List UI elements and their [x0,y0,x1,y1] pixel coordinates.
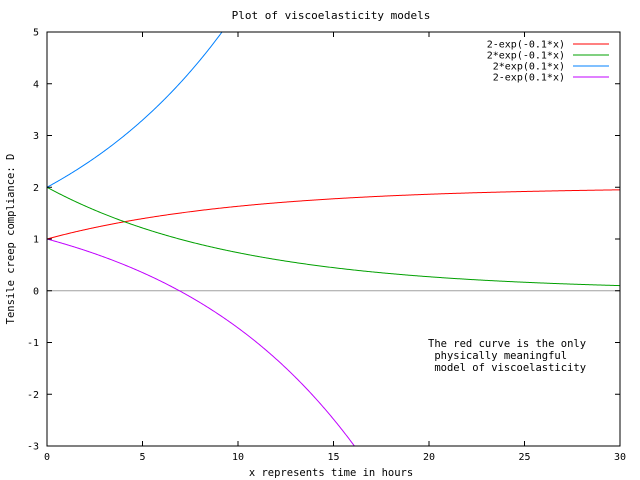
series-line-2 [46,186,621,287]
y-tick-label: -2 [27,390,39,401]
y-tick-label: 4 [33,79,39,90]
legend: 2-exp(-0.1*x)2*exp(-0.1*x)2*exp(0.1*x)2-… [487,40,609,84]
series-line-1 [46,189,621,240]
legend-label-2: 2*exp(-0.1*x) [487,51,565,62]
y-tick-label: -1 [27,338,39,349]
annotation-line-2: physically meaningful [428,350,567,362]
annotation: The red curve is the only physically mea… [428,338,586,374]
ticks-layer [46,31,621,447]
y-tick-label: 1 [33,235,39,246]
y-tick-label: -3 [27,442,39,453]
legend-label-4: 2-exp(0.1*x) [493,73,565,84]
y-tick-label: 5 [33,28,39,39]
y-tick-label: 0 [33,286,39,297]
annotation-line-3: model of viscoelasticity [428,362,586,374]
x-tick-label: 0 [44,452,50,463]
annotation-line-1: The red curve is the only [428,338,586,350]
x-tick-label: 15 [327,452,339,463]
x-tick-label: 20 [423,452,435,463]
x-tick-label: 30 [614,452,626,463]
x-tick-labels: 0 5 10 15 20 25 30 [44,452,626,463]
x-tick-label: 5 [139,452,145,463]
chart-title: Plot of viscoelasticity models [232,9,431,22]
y-tick-label: 2 [33,183,39,194]
y-axis-label: Tensile creep compliance: D [5,154,17,325]
legend-label-3: 2*exp(0.1*x) [493,62,565,73]
y-tick-label: 3 [33,131,39,142]
curves-layer [46,31,621,447]
y-tick-labels: -3 -2 -1 0 1 2 3 4 5 [27,28,39,453]
series-line-4 [46,238,355,447]
series-line-3 [46,31,223,188]
x-axis-label: x represents time in hours [249,467,413,479]
x-tick-label: 10 [232,452,244,463]
x-tick-label: 25 [518,452,530,463]
plot-frame [46,31,621,447]
legend-label-1: 2-exp(-0.1*x) [487,40,565,51]
